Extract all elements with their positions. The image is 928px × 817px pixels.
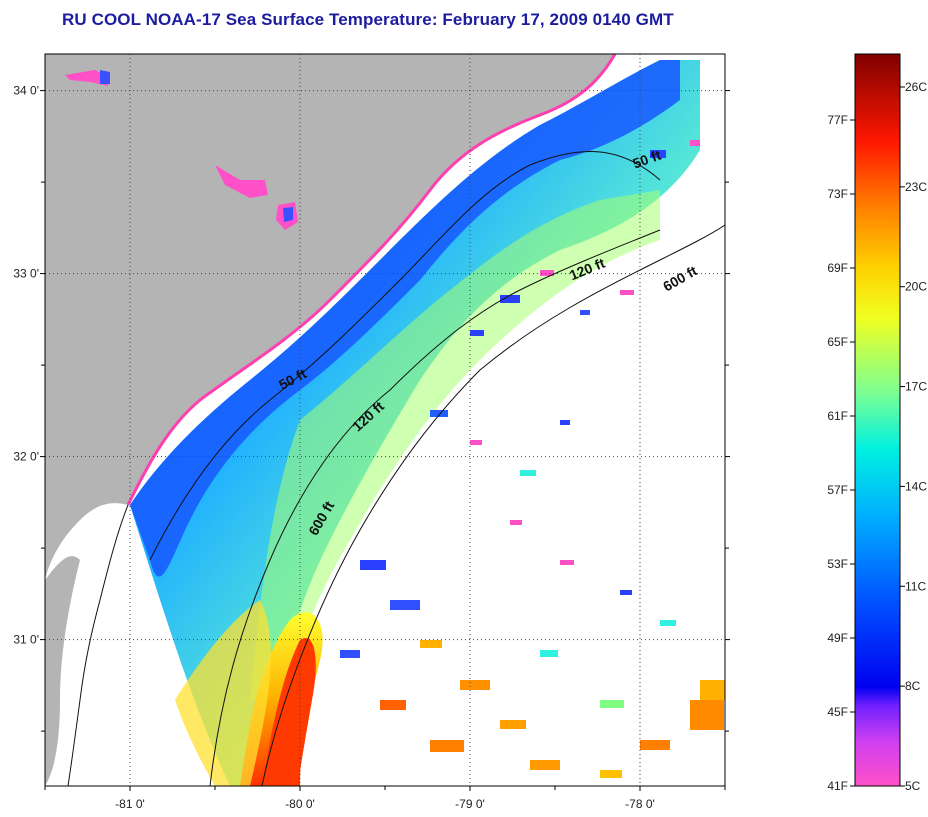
lat-tick-label: 34 0': [13, 84, 39, 98]
contour-120ft: [209, 229, 661, 786]
inland-lake: [215, 165, 268, 198]
coastline-highlight: [126, 54, 617, 506]
colorbar-f-label: 65F: [827, 335, 848, 349]
inland-lake: [65, 70, 110, 86]
colorbar-f-label: 49F: [827, 631, 848, 645]
colorbar-f-label: 41F: [827, 779, 848, 793]
colorbar-c-label: 5C: [905, 779, 921, 793]
lat-tick-label: 33 0': [13, 267, 39, 281]
lat-tick-label: 32 0': [13, 450, 39, 464]
lat-tick-label: 31 0': [13, 633, 39, 647]
map-title: RU COOL NOAA-17 Sea Surface Temperature:…: [62, 10, 674, 29]
colorbar-f-label: 61F: [827, 409, 848, 423]
colorbar-c-label: 26C: [905, 80, 927, 94]
sst-inner-warm: [175, 600, 271, 786]
colorbar-celsius-labels: 26C 23C 20C 17C 14C 11C 8C 5C: [900, 80, 927, 793]
inland-lake: [283, 207, 293, 222]
colorbar-f-label: 53F: [827, 557, 848, 571]
coastline-outline: [67, 504, 129, 786]
latitude-axis: 34 0' 33 0' 32 0' 31 0': [13, 84, 730, 732]
contour-600ft: [261, 224, 725, 786]
land-mass: [45, 54, 615, 580]
contour-50ft: [149, 151, 661, 561]
lon-tick-label: -79 0': [455, 797, 485, 811]
colorbar-c-label: 20C: [905, 280, 927, 294]
colorbar: [854, 53, 901, 787]
sst-coastal-band: [130, 60, 680, 577]
lon-tick-label: -80 0': [285, 797, 315, 811]
colorbar-c-label: 8C: [905, 679, 921, 693]
lon-tick-label: -81 0': [115, 797, 145, 811]
colorbar-c-label: 17C: [905, 380, 927, 394]
colorbar-f-label: 57F: [827, 483, 848, 497]
colorbar-f-label: 73F: [827, 187, 848, 201]
inland-lake: [100, 70, 110, 84]
colorbar-fahrenheit-labels: 77F 73F 69F 65F 61F 57F 53F 49F 45F 41F: [827, 113, 855, 793]
colorbar-c-label: 14C: [905, 479, 927, 493]
lon-tick-label: -78 0': [625, 797, 655, 811]
longitude-axis: -81 0' -80 0' -79 0' -78 0': [44, 786, 726, 811]
colorbar-c-label: 23C: [905, 180, 927, 194]
sst-warm-core: [262, 638, 316, 786]
sst-scattered-pixels: [340, 140, 725, 778]
graticule: [45, 54, 725, 786]
land-mass-south: [45, 556, 80, 786]
colorbar-f-label: 77F: [827, 113, 848, 127]
colorbar-f-label: 45F: [827, 705, 848, 719]
colorbar-f-label: 69F: [827, 261, 848, 275]
colorbar-c-label: 11C: [905, 579, 926, 593]
